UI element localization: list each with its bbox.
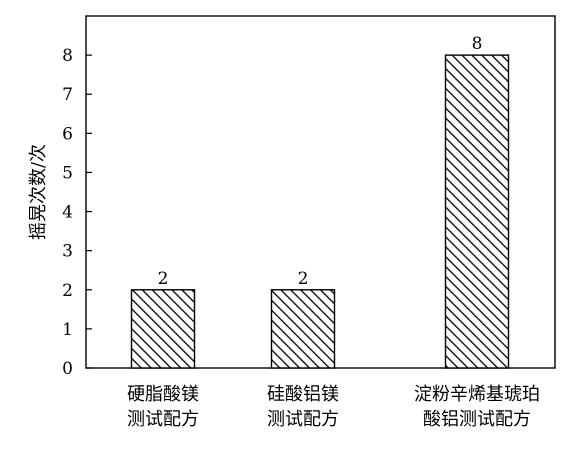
data-label-3: 8	[472, 34, 483, 54]
y-tick-label-1: 1	[62, 320, 73, 340]
category-label-2-line-2: 测试配方	[267, 409, 339, 430]
category-label-3-line-2: 酸铝测试配方	[423, 409, 531, 430]
y-axis-label: 摇晃次数/次	[28, 144, 49, 240]
category-label-2-line-1: 硅酸铝镁	[267, 384, 339, 405]
y-tick-label-8: 8	[62, 46, 73, 66]
y-tick-label-3: 3	[62, 242, 73, 262]
bar-2	[270, 289, 336, 369]
bar-3	[444, 54, 510, 369]
category-label-1-line-1: 硬脂酸镁	[127, 384, 199, 405]
y-tick-label-7: 7	[62, 85, 73, 105]
bar-1	[130, 289, 196, 369]
category-label-3-line-1: 淀粉辛烯基琥珀	[414, 384, 540, 405]
data-label-2: 2	[298, 269, 309, 289]
data-label-1: 2	[158, 269, 169, 289]
y-tick-label-2: 2	[62, 281, 73, 301]
y-tick-label-6: 6	[62, 124, 73, 144]
y-tick-label-5: 5	[62, 163, 73, 183]
category-label-1-line-2: 测试配方	[127, 409, 199, 430]
y-tick-label-0: 0	[62, 359, 73, 379]
y-tick-label-4: 4	[62, 203, 73, 223]
